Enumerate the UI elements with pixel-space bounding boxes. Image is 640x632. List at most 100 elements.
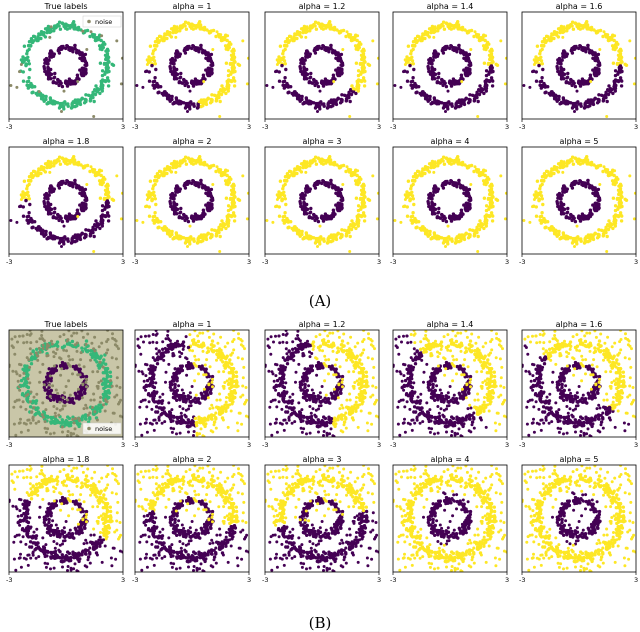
point-outer — [455, 25, 459, 29]
point-outer — [326, 237, 330, 242]
point-outer — [226, 204, 231, 208]
point-noise — [573, 110, 576, 113]
point-outer — [293, 167, 297, 171]
point-inner — [559, 212, 564, 216]
point-inner — [570, 186, 575, 190]
x-tick-label-min: -3 — [132, 258, 138, 266]
point-outer — [282, 214, 287, 218]
point-inner — [588, 73, 593, 77]
point-outer — [334, 102, 339, 107]
point-outer — [412, 179, 417, 183]
point-outer — [300, 229, 304, 234]
point-outer — [237, 63, 242, 67]
point-inner — [199, 178, 203, 183]
point-outer — [74, 236, 79, 240]
point-inner — [313, 51, 318, 55]
point-outer — [26, 194, 31, 198]
plot-frame — [134, 11, 250, 120]
point-outer — [436, 27, 440, 31]
point-inner — [433, 202, 437, 207]
point-inner — [57, 83, 61, 88]
point-outer — [48, 236, 53, 240]
point-outer — [363, 79, 367, 83]
point-inner — [172, 69, 176, 73]
x-tick-label-min: -3 — [390, 123, 396, 131]
point-outer — [440, 101, 444, 105]
point-outer — [544, 174, 549, 178]
point-outer — [180, 159, 184, 163]
point-inner — [43, 69, 47, 74]
point-outer — [84, 93, 88, 97]
point-inner — [327, 182, 331, 186]
point-outer — [224, 44, 228, 49]
point-noise — [528, 220, 532, 224]
point-outer — [409, 49, 414, 53]
point-outer — [549, 35, 553, 39]
point-inner — [204, 52, 208, 56]
point-outer — [86, 228, 91, 232]
point-inner — [434, 54, 438, 58]
point-inner — [440, 78, 444, 82]
point-outer — [577, 24, 581, 28]
point-inner — [340, 202, 344, 206]
point-inner — [307, 215, 312, 219]
point-inner — [197, 182, 201, 186]
point-outer — [348, 99, 352, 104]
point-outer — [577, 237, 581, 241]
point-outer — [540, 197, 544, 201]
point-outer — [597, 228, 601, 232]
point-outer — [410, 79, 415, 84]
point-outer — [95, 222, 100, 226]
point-outer — [78, 102, 83, 107]
point-inner — [430, 69, 434, 73]
point-outer — [98, 91, 102, 96]
point-inner — [177, 80, 182, 84]
point-outer — [25, 218, 29, 222]
point-outer — [429, 102, 433, 106]
point-inner — [468, 67, 472, 72]
point-outer — [183, 20, 188, 24]
legend-box — [82, 15, 122, 28]
point-noise — [632, 82, 636, 86]
point-outer — [488, 49, 492, 53]
point-outer — [57, 106, 62, 110]
point-outer — [483, 218, 488, 222]
point-outer — [303, 30, 307, 34]
point-outer — [152, 59, 157, 63]
point-outer — [326, 102, 330, 107]
point-inner — [82, 207, 87, 211]
point-inner — [47, 193, 51, 197]
point-outer — [454, 237, 458, 242]
point-outer — [569, 236, 573, 240]
point-noise — [503, 217, 507, 221]
plot-frame — [264, 146, 380, 255]
point-inner — [442, 181, 446, 186]
point-outer — [463, 98, 467, 102]
subplot-title: alpha = 4 — [430, 137, 469, 146]
point-inner — [73, 178, 77, 183]
point-inner — [329, 43, 333, 48]
subplot-title: alpha = 1.8 — [43, 137, 90, 146]
point-outer — [601, 169, 605, 174]
point-outer — [543, 85, 547, 89]
point-noise — [316, 245, 319, 248]
point-inner — [180, 81, 185, 85]
point-outer — [469, 28, 474, 33]
point-outer — [541, 202, 545, 207]
point-outer — [409, 187, 413, 191]
point-outer — [151, 83, 155, 88]
point-inner — [589, 211, 593, 215]
point-inner — [565, 75, 570, 80]
point-outer — [432, 236, 437, 240]
point-noise — [48, 35, 52, 39]
point-outer — [31, 39, 36, 43]
point-inner — [182, 213, 186, 217]
point-outer — [157, 174, 162, 178]
x-tick-label-max: 3 — [121, 123, 125, 131]
point-outer — [571, 162, 576, 166]
point-outer — [457, 233, 461, 237]
point-outer — [199, 233, 203, 237]
point-outer — [232, 219, 237, 223]
point-inner — [306, 189, 310, 193]
point-inner — [566, 71, 570, 76]
